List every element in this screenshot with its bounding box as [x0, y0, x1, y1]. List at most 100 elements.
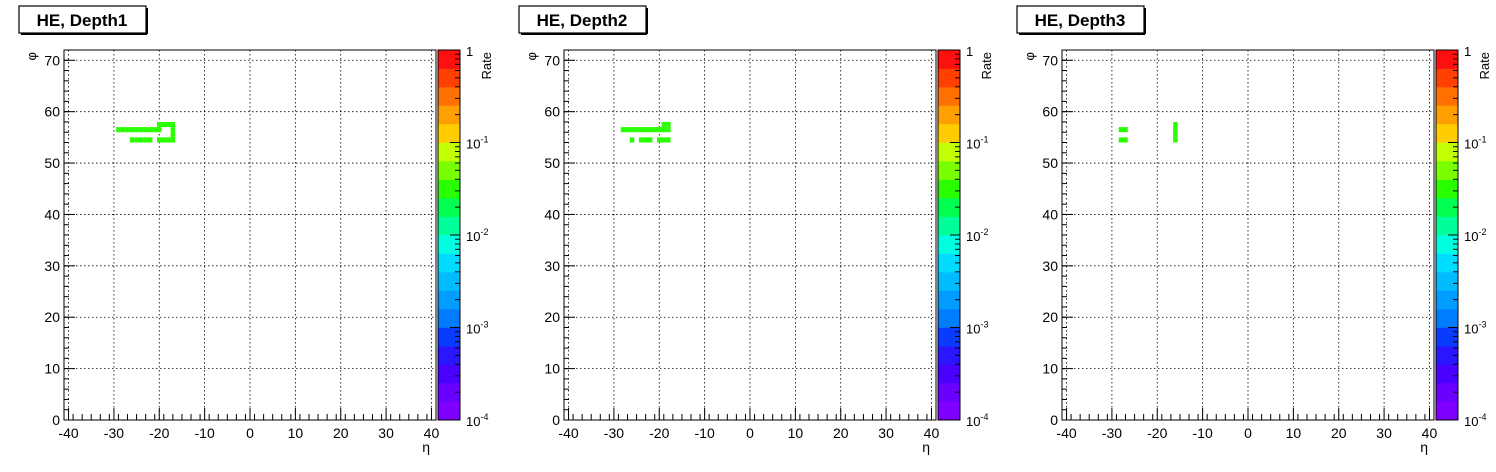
colorbar-tick-base: 10 [966, 229, 980, 244]
x-tick-label: 30 [378, 425, 394, 441]
heatmap-cell [629, 127, 635, 133]
colorbar-tick-base: 10 [1464, 322, 1478, 337]
colorbar-tick-exp: -1 [980, 135, 988, 145]
colorbar-label: Rate [1477, 52, 1492, 79]
heatmap-cell [661, 121, 667, 128]
heatmap-cell [157, 121, 162, 128]
colorbar-band [938, 142, 960, 162]
colorbar-tick-label: 10-1 [1464, 135, 1486, 152]
heatmap-cell [157, 137, 162, 143]
colorbar-band [938, 124, 960, 143]
colorbar-band [438, 383, 460, 402]
x-axis-label: η [922, 439, 930, 455]
x-tick-label: 20 [1331, 425, 1347, 441]
colorbar-band [938, 105, 960, 125]
panel-2: HE, Depth2 -40 -30 -20 -10 0 10 20 30 40 0 10 20 30 40… [518, 5, 994, 455]
x-tick-label: 30 [1376, 425, 1392, 441]
x-tick-label: -30 [604, 425, 624, 441]
colorbar-band [938, 235, 960, 254]
colorbar-band [438, 364, 460, 384]
heatmap-cell [134, 127, 139, 133]
x-tick-label: -10 [695, 425, 715, 441]
heatmap-cell [638, 127, 644, 133]
y-tick-label: 50 [544, 155, 560, 171]
heatmap-cell [647, 127, 653, 133]
colorbar-tick-base: 10 [966, 137, 980, 152]
colorbar-band [938, 216, 960, 236]
colorbar-band [438, 105, 460, 125]
y-tick-label: 70 [544, 52, 560, 68]
y-tick-label: 30 [1042, 258, 1058, 274]
y-tick-label: 50 [44, 155, 60, 171]
heatmap-cell [161, 121, 167, 128]
heatmap-cell [147, 137, 153, 143]
y-tick-label: 60 [544, 104, 560, 120]
colorbar-band [938, 383, 960, 402]
colorbar-band [938, 364, 960, 384]
colorbar-band [438, 216, 460, 236]
colorbar-band [938, 272, 960, 291]
heatmap-cell [1118, 137, 1128, 143]
heatmap-cell [657, 137, 662, 143]
colorbar-tick-base: 10 [1464, 414, 1478, 429]
colorbar-tick-label: 10-3 [466, 320, 488, 337]
colorbar-band [438, 309, 460, 328]
colorbar-band [438, 346, 460, 365]
x-tick-label: 40 [924, 425, 940, 441]
colorbar-band [1436, 124, 1458, 143]
colorbar-band [938, 290, 960, 310]
colorbar-tick-label: 1 [466, 44, 473, 59]
colorbar-band [938, 401, 960, 421]
y-tick-label: 0 [52, 412, 60, 428]
colorbar-label: Rate [979, 52, 994, 79]
heatmap-cell [1173, 137, 1178, 143]
colorbar-band [938, 68, 960, 88]
heatmap-cell [643, 137, 648, 143]
colorbar-band [438, 179, 460, 199]
colorbar-band [1436, 235, 1458, 254]
x-tick-label: 20 [333, 425, 349, 441]
colorbar-band [1436, 50, 1458, 69]
colorbar-band [938, 161, 960, 180]
chart-title: HE, Depth2 [537, 11, 628, 30]
heatmap-cell [666, 121, 671, 128]
colorbar-band [938, 253, 960, 273]
y-tick-label: 10 [44, 361, 60, 377]
y-tick-label: 60 [1042, 104, 1058, 120]
heatmap-cell [143, 127, 148, 133]
colorbar-tick-label: 10-4 [966, 412, 988, 429]
title-box [18, 5, 147, 34]
colorbar-tick-base: 10 [466, 137, 480, 152]
colorbar-band [938, 346, 960, 365]
x-tick-label: 0 [746, 425, 754, 441]
y-tick-label: 30 [544, 258, 560, 274]
heatmap-cell [138, 137, 144, 143]
colorbar-band [1436, 327, 1458, 347]
heatmap-cell [661, 127, 667, 133]
y-tick-label: 50 [1042, 155, 1058, 171]
colorbar-band [438, 253, 460, 273]
colorbar-band [938, 50, 960, 69]
chart-title: HE, Depth3 [1035, 11, 1126, 30]
x-tick-label: 40 [424, 425, 440, 441]
colorbar-band [438, 142, 460, 162]
colorbar-band [438, 87, 460, 106]
colorbar-tick-base: 10 [466, 322, 480, 337]
x-tick-label: -20 [649, 425, 669, 441]
colorbar-band [1436, 142, 1458, 162]
colorbar-tick-base: 10 [466, 414, 480, 429]
heatmap-cell [1173, 121, 1178, 128]
heatmap-cell [634, 127, 639, 133]
heatmap-cell [1173, 127, 1178, 133]
colorbar-band [938, 198, 960, 217]
heatmap-cell [161, 137, 167, 143]
colorbar-tick-label: 10-2 [1464, 227, 1486, 244]
colorbar-band [1436, 105, 1458, 125]
colorbar-band [1436, 87, 1458, 106]
heatmap-cell [147, 127, 153, 133]
x-tick-label: -40 [58, 425, 78, 441]
colorbar-band [1436, 179, 1458, 199]
heatmap-cell [129, 137, 135, 143]
colorbar-tick-exp: -1 [1478, 135, 1486, 145]
